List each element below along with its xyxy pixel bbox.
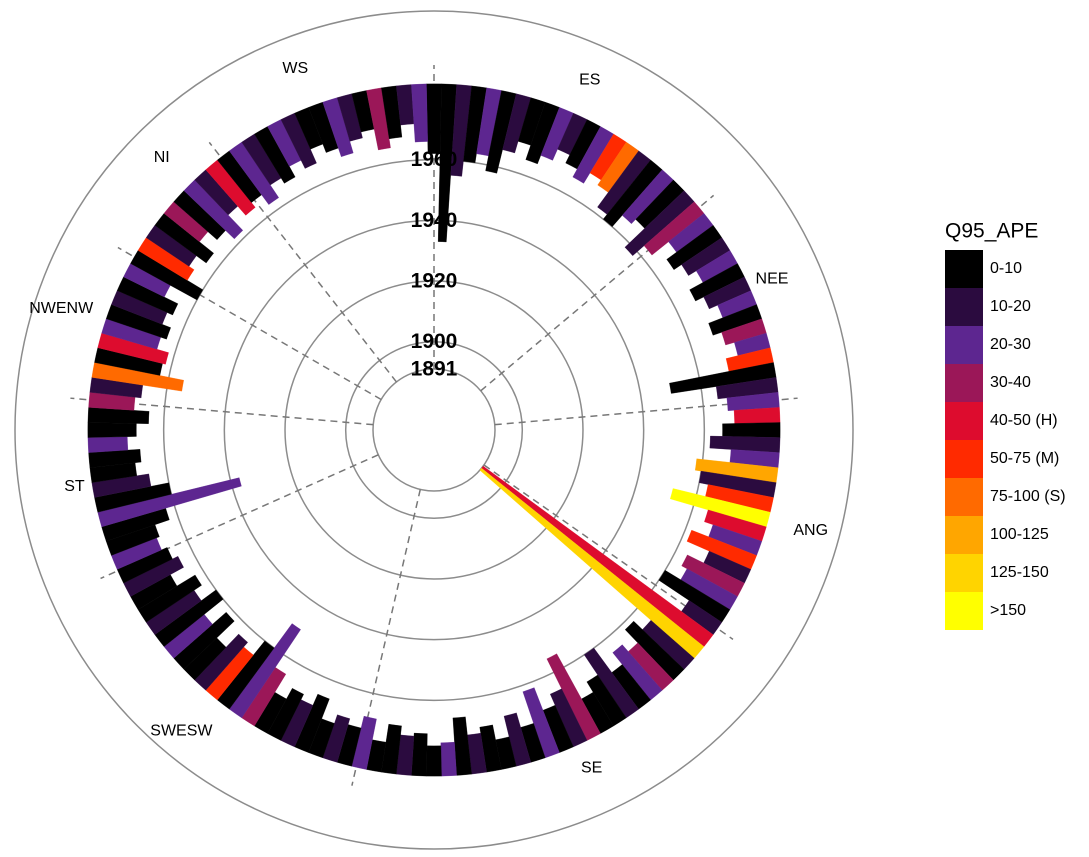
legend-swatch [945, 554, 983, 592]
r-tick-label: 1920 [411, 270, 458, 293]
station-bar [722, 422, 781, 438]
region-label: ANG [793, 522, 828, 539]
legend-title: Q95_APE [945, 220, 1038, 243]
station-bar [709, 435, 781, 453]
r-tick-label: 1960 [411, 148, 458, 171]
region-label: SE [581, 759, 602, 776]
grid-circle [284, 280, 584, 580]
legend-label: 30-40 [990, 374, 1031, 391]
legend-label: 0-10 [990, 260, 1022, 277]
region-label: SWESW [150, 722, 213, 739]
legend-swatch [945, 592, 983, 630]
r-tick-label: 1900 [411, 330, 458, 353]
station-bar [411, 83, 428, 143]
legend-label: 100-125 [990, 526, 1049, 543]
legend-swatch [945, 440, 983, 478]
region-label: ES [579, 71, 600, 88]
station-bar [87, 422, 137, 438]
region-label: NI [154, 149, 170, 166]
station-bar [426, 83, 442, 154]
legend-swatch [945, 516, 983, 554]
region-label: NWENW [29, 300, 94, 317]
legend-swatch [945, 326, 983, 364]
legend-swatch [945, 288, 983, 326]
legend-label: 10-20 [990, 298, 1031, 315]
station-bar [479, 467, 705, 659]
r-tick-label: 1891 [411, 358, 458, 381]
region-label: ST [64, 478, 85, 495]
legend-label: 125-150 [990, 564, 1049, 581]
legend-swatch [945, 364, 983, 402]
legend-label: >150 [990, 602, 1026, 619]
outer-circle [14, 10, 854, 850]
r-tick-label: 1940 [411, 209, 458, 232]
region-label: WS [282, 60, 308, 77]
region-label: NEE [756, 271, 789, 288]
station-bar [426, 745, 442, 777]
station-bar [733, 407, 781, 424]
legend-label: 75-100 (S) [990, 488, 1066, 505]
legend-label: 20-30 [990, 336, 1031, 353]
grid-circle [372, 368, 496, 492]
grid-circle [162, 158, 706, 702]
legend-swatch [945, 402, 983, 440]
station-bar [87, 436, 129, 453]
legend-label: 40-50 (H) [990, 412, 1058, 429]
station-bar [440, 741, 457, 777]
legend-swatch [945, 250, 983, 288]
legend-label: 50-75 (M) [990, 450, 1059, 467]
station-bar [87, 407, 150, 424]
legend-swatch [945, 478, 983, 516]
